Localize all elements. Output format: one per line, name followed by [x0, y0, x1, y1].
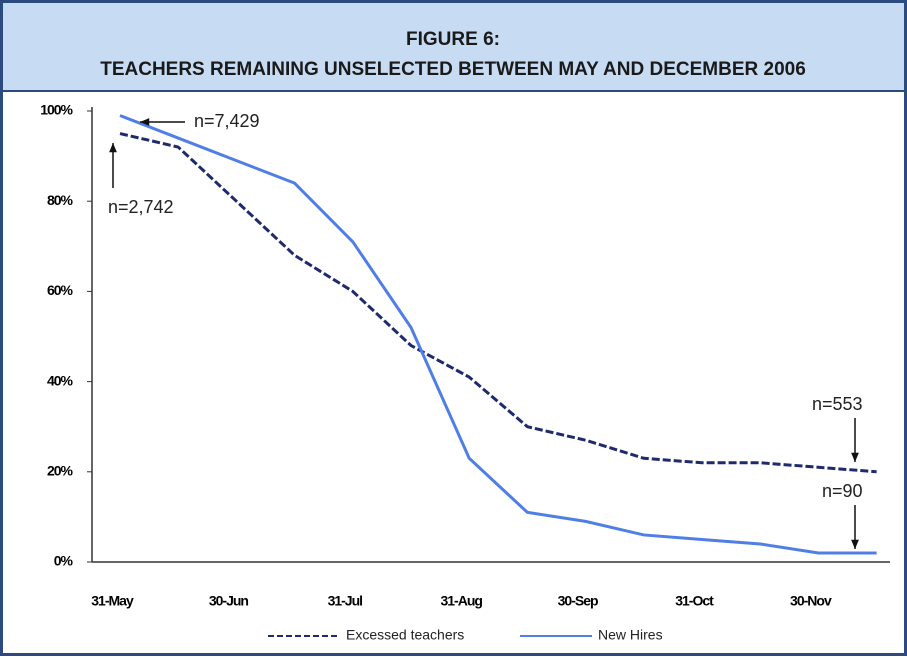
legend-label: Excessed teachers	[346, 627, 464, 643]
annotation: n=90	[822, 481, 863, 501]
chart-title: FIGURE 6:	[406, 29, 500, 50]
y-tick-label: 60%	[47, 282, 74, 298]
x-tick-label: 30-Nov	[790, 593, 832, 609]
arrow-head	[109, 143, 117, 153]
y-tick-label: 40%	[47, 372, 74, 388]
x-tick-label: 30-Sep	[558, 593, 598, 609]
y-tick-label: 80%	[47, 192, 74, 208]
annotation: n=553	[812, 394, 863, 414]
annotation: n=7,429	[194, 111, 260, 131]
x-tick-label: 31-Aug	[440, 593, 482, 609]
x-tick-label: 30-Jun	[209, 593, 249, 609]
arrow-head	[140, 118, 150, 126]
series-line	[119, 114, 877, 555]
annotation: n=2,742	[108, 197, 174, 217]
arrow-head	[851, 452, 859, 462]
y-tick-label: 20%	[47, 463, 74, 479]
x-tick-label: 31-May	[91, 593, 134, 609]
y-tick-label: 0%	[54, 553, 74, 569]
legend-label: New Hires	[598, 627, 663, 643]
chart-subtitle: TEACHERS REMAINING UNSELECTED BETWEEN MA…	[100, 59, 806, 80]
y-tick-label: 100%	[40, 102, 73, 118]
x-tick-label: 31-Oct	[675, 593, 714, 609]
x-tick-label: 31-Jul	[328, 593, 363, 609]
title-box	[3, 3, 904, 91]
arrow-head	[851, 539, 859, 549]
